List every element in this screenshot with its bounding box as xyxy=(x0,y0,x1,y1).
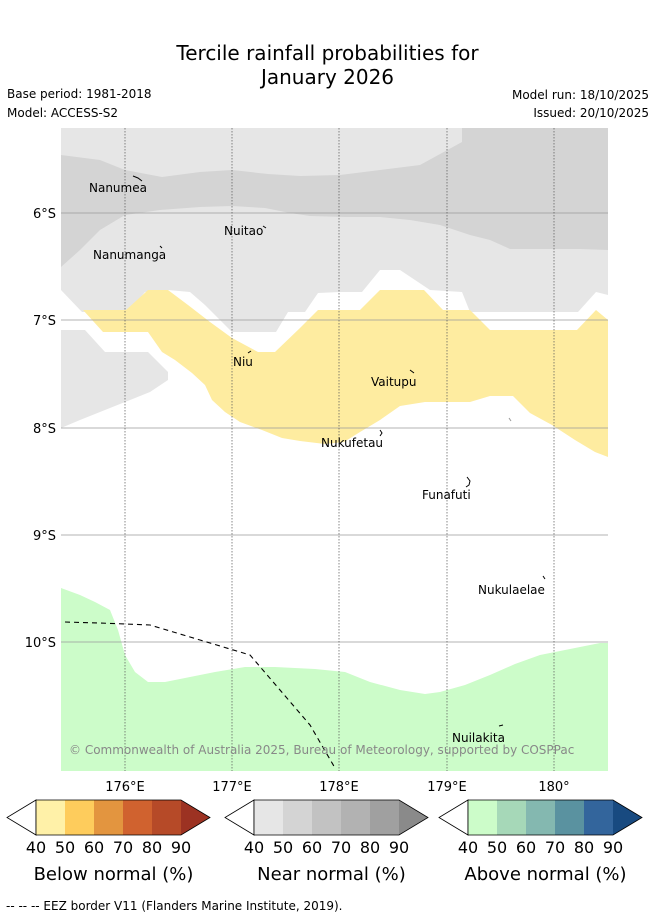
niu-island-shape xyxy=(247,350,252,354)
above-normal-colorbar-tick-label: 50 xyxy=(487,838,507,857)
below-normal-colorbar-tick-label: 90 xyxy=(171,838,191,857)
island-label-nuitao: Nuitao xyxy=(224,224,263,238)
below-normal-colorbar-segment xyxy=(36,800,65,835)
lon-label-180: 180° xyxy=(538,780,569,795)
above-normal-colorbar-max-extension xyxy=(613,800,642,835)
below-normal-colorbar-tick-label: 50 xyxy=(55,838,75,857)
below-normal-colorbar-outline xyxy=(35,799,211,836)
latitude-gridlines xyxy=(61,212,608,643)
model-name: Model: ACCESS-S2 xyxy=(7,106,119,120)
lon-label-177e: 177°E xyxy=(212,780,252,795)
lon-label-176e: 176°E xyxy=(105,780,145,795)
island-label-funafuti: Funafuti xyxy=(422,488,471,502)
colorbar-above-normal: 40 50 60 70 80 90 Above normal (%) xyxy=(438,799,643,885)
near-normal-colorbar-segment xyxy=(283,800,312,835)
above-normal-colorbar-segment xyxy=(526,800,555,835)
nuilakita-island-shape xyxy=(498,724,504,727)
nukufetau-island-shape xyxy=(379,429,383,437)
lat-label-7s: 7°S xyxy=(33,314,56,329)
funafuti-island-shape xyxy=(465,476,471,488)
map-title-line1: Tercile rainfall probabilities for xyxy=(176,41,479,65)
above-normal-colorbar-segment xyxy=(555,800,584,835)
near-normal-colorbar-tick-label: 50 xyxy=(273,838,293,857)
above-normal-colorbar-tick-label: 40 xyxy=(458,838,478,857)
island-label-nukufetau: Nukufetau xyxy=(321,436,383,450)
above-normal-colorbar-tick-label: 90 xyxy=(603,838,623,857)
near-normal-colorbar-segment xyxy=(341,800,370,835)
above-normal-40-region xyxy=(61,588,608,771)
near-normal-colorbar-segment xyxy=(370,800,399,835)
above-normal-colorbar-tick-label: 60 xyxy=(516,838,536,857)
below-normal-colorbar-tick-label: 40 xyxy=(26,838,46,857)
colorbar-below-normal: 40 50 60 70 80 90 Below normal (%) xyxy=(6,799,211,885)
nanumanga-island-shape xyxy=(159,245,163,249)
above-normal-colorbar-segment xyxy=(584,800,613,835)
above-normal-colorbar-segment xyxy=(497,800,526,835)
island-label-nanumanga: Nanumanga xyxy=(93,248,166,262)
below-normal-colorbar-max-extension xyxy=(181,800,210,835)
lon-label-179e: 179°E xyxy=(427,780,467,795)
near-normal-colorbar-outline xyxy=(253,799,429,836)
eez-footer-note: -- -- -- EEZ border V11 (Flanders Marine… xyxy=(6,899,343,913)
lat-label-6s: 6°S xyxy=(33,207,56,222)
near-normal-colorbar-tick-label: 80 xyxy=(360,838,380,857)
above-normal-colorbar-min-extension xyxy=(438,799,469,836)
near-normal-colorbar-tick-label: 70 xyxy=(331,838,351,857)
near-normal-colorbar-segment xyxy=(312,800,341,835)
nukulaelae-island-shape xyxy=(542,575,546,580)
near-normal-colorbar-max-extension xyxy=(399,800,428,835)
near-normal-colorbar-min-extension xyxy=(224,799,255,836)
island-label-nukulaelae: Nukulaelae xyxy=(478,583,545,597)
colorbar-near-normal: 40 50 60 70 80 90 Near normal (%) xyxy=(224,799,429,885)
below-normal-colorbar-title: Below normal (%) xyxy=(34,864,194,885)
near-normal-colorbar-tick-label: 60 xyxy=(302,838,322,857)
below-normal-colorbar-segment xyxy=(65,800,94,835)
above-normal-colorbar-tick-label: 70 xyxy=(545,838,565,857)
island-shapes xyxy=(132,175,546,727)
below-normal-colorbar-tick-label: 80 xyxy=(142,838,162,857)
probability-layer xyxy=(61,128,608,771)
eez-border-line xyxy=(64,621,336,769)
nuitao-island-shape xyxy=(262,225,267,229)
small-islet xyxy=(508,417,512,422)
island-label-niu: Niu xyxy=(233,355,253,369)
map-title-line2: January 2026 xyxy=(260,65,395,89)
below-normal-40-region xyxy=(83,290,608,457)
near-normal-colorbar-tick-label: 40 xyxy=(244,838,264,857)
longitude-gridlines xyxy=(124,128,555,771)
vaitupu-island-shape xyxy=(409,369,415,374)
model-run: Model run: 18/10/2025 xyxy=(511,88,649,102)
below-normal-colorbar-tick-label: 60 xyxy=(84,838,104,857)
near-normal-colorbar-segment xyxy=(254,800,283,835)
below-normal-colorbar-tick-label: 70 xyxy=(113,838,133,857)
issued-date: Issued: 20/10/2025 xyxy=(533,106,649,120)
near-normal-colorbar-tick-label: 90 xyxy=(389,838,409,857)
near-normal-colorbar-title: Near normal (%) xyxy=(257,864,406,885)
copyright-notice: © Commonwealth of Australia 2025, Bureau… xyxy=(69,743,574,757)
lon-label-178e: 178°E xyxy=(319,780,359,795)
above-normal-colorbar-title: Above normal (%) xyxy=(464,864,626,885)
island-label-nanumea: Nanumea xyxy=(89,181,147,195)
near-normal-west-region xyxy=(61,330,168,428)
lat-label-10s: 10°S xyxy=(25,636,56,651)
below-normal-colorbar-min-extension xyxy=(6,799,37,836)
lat-label-9s: 9°S xyxy=(33,529,56,544)
below-normal-colorbar-segment xyxy=(152,800,181,835)
island-label-vaitupu: Vaitupu xyxy=(371,375,417,389)
below-normal-colorbar-segment xyxy=(123,800,152,835)
base-period: Base period: 1981-2018 xyxy=(7,87,152,101)
below-normal-colorbar-segment xyxy=(94,800,123,835)
near-normal-50-region xyxy=(61,128,608,267)
above-normal-colorbar-segment xyxy=(468,800,497,835)
lat-label-8s: 8°S xyxy=(33,422,56,437)
island-label-nuilakita: Nuilakita xyxy=(452,731,505,745)
above-normal-colorbar-outline xyxy=(467,799,643,836)
above-normal-colorbar-tick-label: 80 xyxy=(574,838,594,857)
nanumea-island-shape xyxy=(132,175,143,182)
